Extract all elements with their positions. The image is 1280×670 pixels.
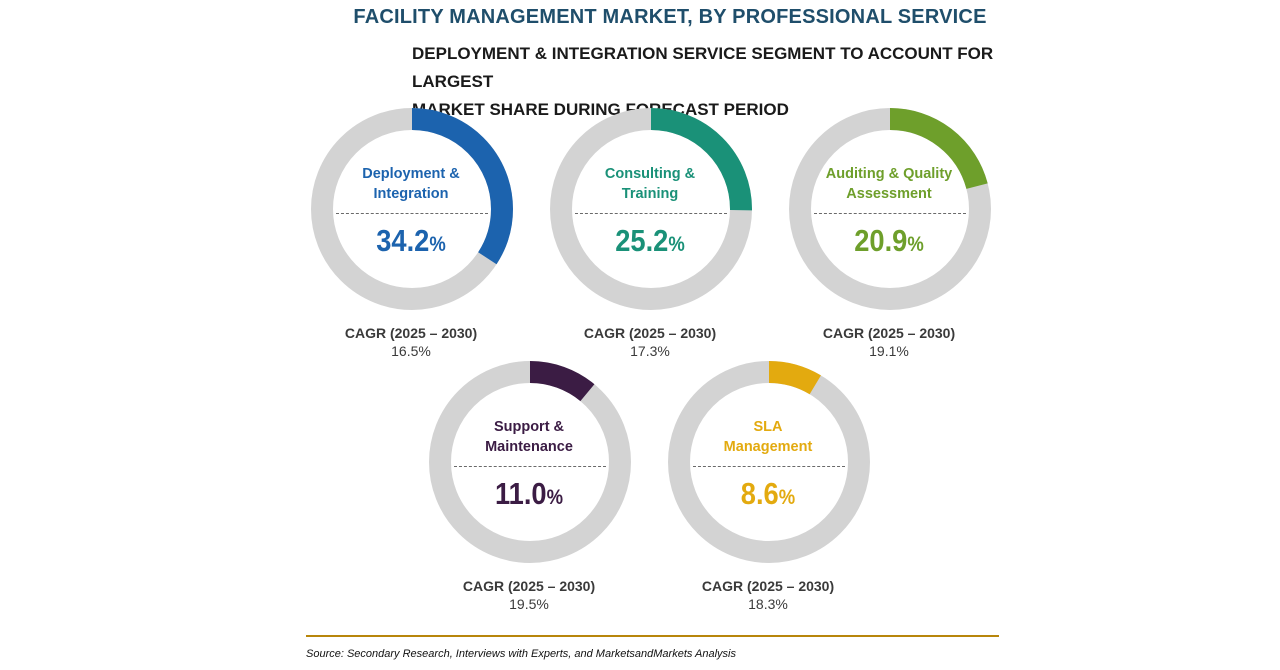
cagr-label: CAGR (2025 – 2030) — [344, 325, 478, 341]
share-number: 25.2 — [615, 223, 669, 258]
segment-share: 20.9% — [801, 223, 977, 259]
segment-name-line-1: Consulting & — [604, 166, 696, 182]
segment-name-line-2: Management — [723, 439, 813, 455]
segment-name: Support & Maintenance — [429, 417, 629, 457]
share-percent-sign: % — [668, 233, 685, 256]
donut-panel-support-maintenance: Support & Maintenance 11.0% CAGR (2025 –… — [429, 361, 649, 612]
segment-name-line-2: Training — [621, 186, 679, 202]
share-percent-sign: % — [429, 233, 446, 256]
segment-name-line-2: Assessment — [846, 186, 932, 202]
segment-name-line-1: Support & — [493, 419, 565, 435]
donut-share-arc — [668, 361, 870, 563]
share-number: 34.2 — [376, 223, 430, 258]
share-number: 11.0 — [494, 476, 547, 511]
share-percent-sign: % — [546, 486, 564, 509]
segment-name: SLA Management — [668, 417, 868, 457]
cagr-label: CAGR (2025 – 2030) — [822, 325, 956, 341]
dashed-divider — [454, 466, 606, 467]
segment-share: 34.2% — [323, 223, 499, 259]
segment-share: 11.0% — [441, 476, 617, 512]
segment-name: Deployment & Integration — [311, 164, 511, 204]
dashed-divider — [814, 213, 966, 214]
donut-track — [668, 361, 870, 563]
cagr-label: CAGR (2025 – 2030) — [701, 578, 835, 594]
share-number: 8.6 — [740, 476, 779, 511]
chart-title: FACILITY MANAGEMENT MARKET, BY PROFESSIO… — [353, 6, 987, 28]
segment-name-line-1: SLA — [753, 419, 783, 435]
donut-chart — [311, 108, 513, 310]
donut-panel-sla-management: SLA Management 8.6% CAGR (2025 – 2030) 1… — [668, 361, 888, 612]
dashed-divider — [693, 466, 845, 467]
donut-track — [429, 361, 631, 563]
donut-share-arc — [429, 361, 631, 563]
donut-share-arc — [789, 108, 991, 310]
donut-share-arc — [311, 108, 513, 310]
source-note: Source: Secondary Research, Interviews w… — [306, 648, 736, 660]
segment-share: 8.6% — [680, 476, 856, 512]
segment-name-line-1: Auditing & Quality — [825, 166, 953, 182]
segment-name: Consulting & Training — [550, 164, 750, 204]
segment-name: Auditing & Quality Assessment — [789, 164, 989, 204]
cagr-value: 17.3% — [630, 343, 670, 359]
donut-chart — [550, 108, 752, 310]
subtitle-line-1: DEPLOYMENT & INTEGRATION SERVICE SEGMENT… — [412, 44, 994, 91]
dashed-divider — [575, 213, 727, 214]
cagr-label: CAGR (2025 – 2030) — [583, 325, 717, 341]
cagr-label: CAGR (2025 – 2030) — [462, 578, 596, 594]
donut-share-arc — [550, 108, 752, 310]
donut-panel-consulting-training: Consulting & Training 25.2% CAGR (2025 –… — [550, 108, 770, 359]
source-divider — [306, 635, 999, 637]
segment-name-line-1: Deployment & — [362, 166, 460, 182]
donut-chart — [789, 108, 991, 310]
chart-subtitle: DEPLOYMENT & INTEGRATION SERVICE SEGMENT… — [412, 40, 1012, 124]
cagr-value: 19.5% — [509, 596, 549, 612]
segment-share: 25.2% — [562, 223, 738, 259]
segment-name-line-2: Integration — [373, 186, 449, 202]
donut-chart — [668, 361, 870, 563]
share-percent-sign: % — [778, 486, 796, 509]
donut-chart — [429, 361, 631, 563]
cagr-value: 19.1% — [869, 343, 909, 359]
dashed-divider — [336, 213, 488, 214]
cagr-value: 16.5% — [391, 343, 431, 359]
donut-panel-deployment-integration: Deployment & Integration 34.2% CAGR (202… — [311, 108, 531, 359]
segment-name-line-2: Maintenance — [485, 439, 573, 455]
share-percent-sign: % — [907, 233, 924, 256]
share-number: 20.9 — [854, 223, 908, 258]
donut-panel-auditing-quality: Auditing & Quality Assessment 20.9% CAGR… — [789, 108, 1009, 359]
cagr-value: 18.3% — [748, 596, 788, 612]
subtitle-line-2: MARKET SHARE DURING FORECAST PERIOD — [412, 100, 789, 119]
